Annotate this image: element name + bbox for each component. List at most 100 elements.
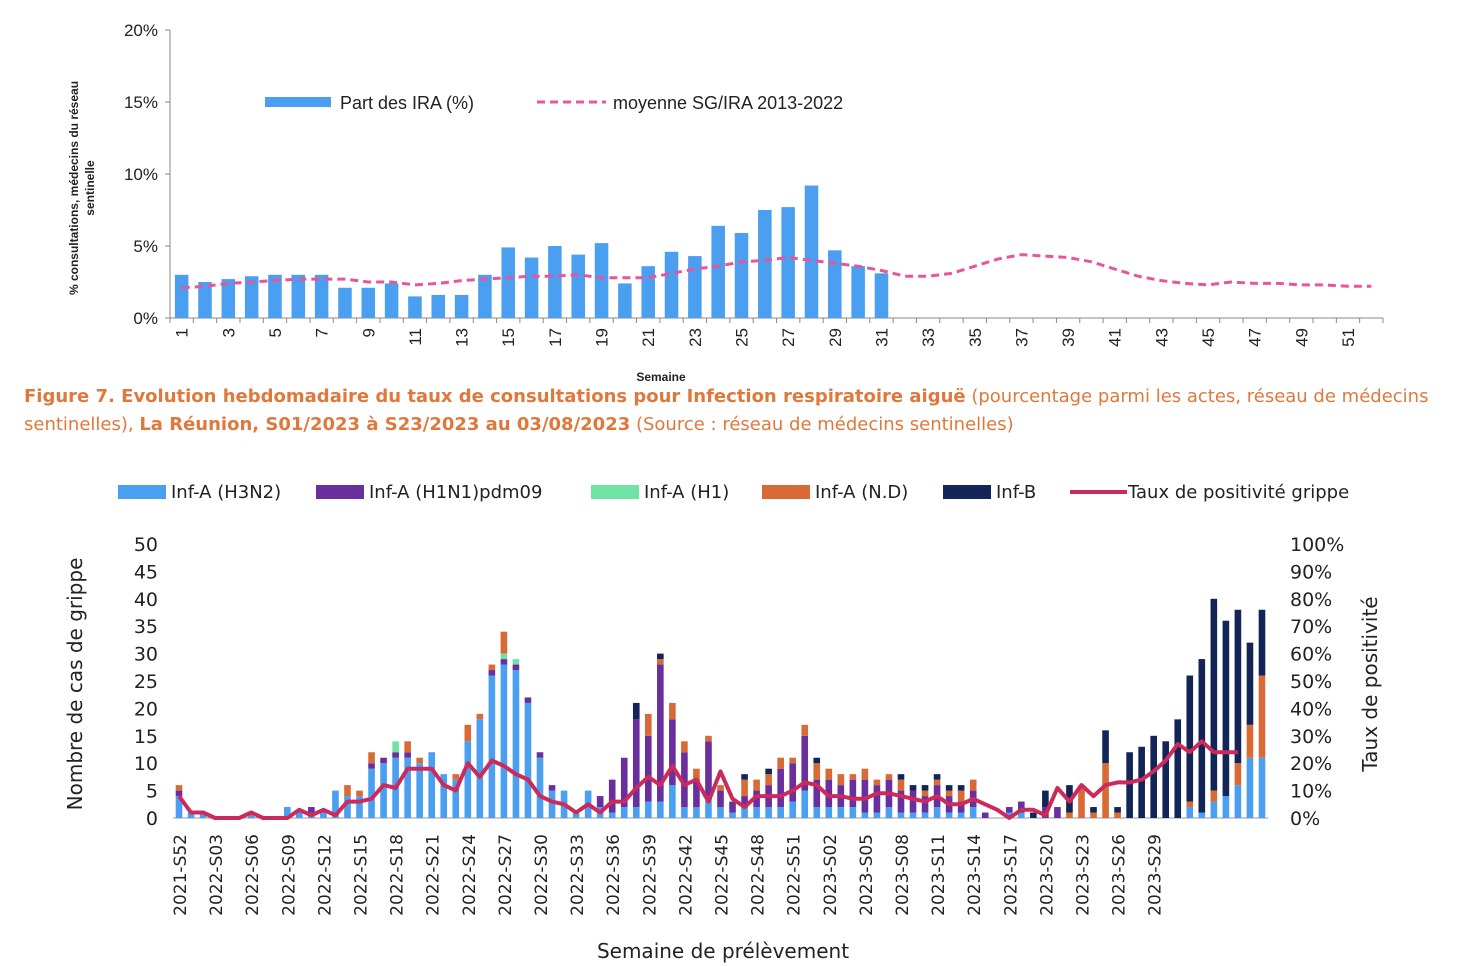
legend-bars-swatch [265, 97, 331, 107]
y-tick-label: 45 [134, 561, 158, 583]
stack-segment [1126, 752, 1133, 818]
stack-segment [945, 790, 953, 797]
ira-bar [524, 257, 539, 318]
stack-segment [825, 807, 833, 818]
ira-bar [314, 274, 329, 318]
stack-segment [464, 724, 472, 742]
stack-segment [957, 801, 965, 813]
x-tick-label: 2022-S18 [388, 834, 408, 916]
x-tick-label: 2022-S45 [713, 834, 733, 916]
y2-tick-label: 80% [1290, 589, 1332, 611]
stack-segment [572, 812, 580, 818]
caption-title: Figure 7. Evolution hebdomadaire du taux… [24, 386, 966, 407]
stack-segment [1234, 609, 1242, 764]
ira-bar [618, 283, 632, 318]
y2-tick-label: 50% [1290, 671, 1332, 693]
stack-segment [729, 812, 736, 818]
stack-segment [945, 785, 953, 791]
x-tick-label: 2023-S23 [1073, 834, 1093, 916]
y-tick-label: 50 [134, 534, 158, 556]
y-tick-label: 35 [134, 616, 158, 638]
y-axis-title-line2: sentinelle [83, 160, 97, 216]
stack-segment [500, 664, 508, 818]
stack-segment [368, 752, 375, 764]
stack-segment [1162, 741, 1170, 818]
stack-segment [681, 807, 688, 818]
ira-bar [828, 250, 842, 318]
stack-segment [945, 812, 953, 818]
stack-segment [669, 785, 676, 818]
stack-segment [885, 807, 893, 818]
stack-segment [1054, 807, 1061, 818]
stack-segment [1222, 620, 1230, 797]
x-tick-label: 2023-S17 [1001, 834, 1021, 916]
stack-segment [813, 763, 821, 780]
stack-segment [247, 812, 255, 818]
stack-segment [1186, 675, 1194, 802]
stack-segment [909, 790, 917, 813]
stack-segment [681, 752, 688, 808]
stack-segment [344, 785, 351, 797]
x-tick-label: 2022-S48 [749, 834, 769, 916]
stack-segment [368, 763, 375, 769]
ira-bar [198, 282, 212, 318]
stack-segment [957, 812, 965, 818]
x-tick-label: 25 [733, 328, 752, 347]
ira-bar [711, 225, 725, 318]
stack-segment [308, 807, 315, 813]
ira-bar [688, 256, 702, 318]
x-tick-label: 2022-S06 [243, 834, 263, 916]
y-tick-label: 20 [134, 698, 158, 720]
stack-segment [789, 757, 797, 764]
stack-segment [1030, 812, 1037, 818]
stack-segment [1258, 757, 1266, 818]
caption-location: La Réunion, S01/2023 à S23/2023 au 03/08… [139, 414, 631, 435]
stack-segment [1210, 790, 1218, 802]
stack-segment [849, 779, 857, 808]
legend-swatch [762, 485, 810, 499]
y2-axis-title: Taux de positivité [1358, 596, 1382, 772]
legend-bars-label: Part des IRA (%) [340, 93, 474, 113]
stack-segment [969, 779, 977, 791]
y-tick-label: 5 [146, 781, 158, 803]
y-tick-label: 5% [133, 237, 158, 256]
x-tick-label: 2022-S12 [315, 834, 335, 916]
ira-bar [361, 287, 376, 318]
x-tick-label: 2023-S08 [893, 834, 913, 916]
stack-segment [1258, 609, 1266, 676]
ira-bar [804, 185, 819, 318]
stack-segment [380, 757, 387, 764]
ira-bar [291, 274, 306, 318]
stack-segment [500, 631, 508, 654]
ira-bar [384, 283, 399, 318]
stack-segment [657, 659, 664, 665]
y-axis-title: Nombre de cas de grippe [63, 558, 87, 811]
ira-bar [664, 251, 679, 318]
ira-bar [431, 294, 446, 318]
stack-segment [657, 653, 664, 660]
stack-segment [644, 713, 652, 736]
stack-segment [1138, 746, 1145, 818]
stack-segment [1078, 785, 1085, 818]
x-tick-label: 2023-S11 [929, 834, 949, 916]
stack-segment [777, 807, 784, 818]
stack-segment [296, 812, 303, 818]
x-tick-label: 7 [313, 328, 332, 337]
stack-segment [849, 807, 857, 818]
stack-segment [404, 752, 411, 758]
stack-segment [1102, 730, 1109, 764]
stack-segment [620, 807, 628, 818]
stack-segment [380, 763, 387, 818]
stack-segment [500, 659, 508, 665]
stack-segment [657, 801, 664, 818]
stack-segment [476, 719, 484, 818]
stack-segment [1174, 719, 1182, 818]
stack-segment [873, 812, 881, 818]
stack-segment [356, 796, 363, 818]
y2-tick-label: 30% [1290, 726, 1332, 748]
stack-segment [885, 774, 893, 780]
stack-segment [681, 741, 688, 753]
stack-segment [1150, 735, 1157, 818]
y2-tick-label: 90% [1290, 561, 1332, 583]
stack-segment [693, 807, 700, 818]
